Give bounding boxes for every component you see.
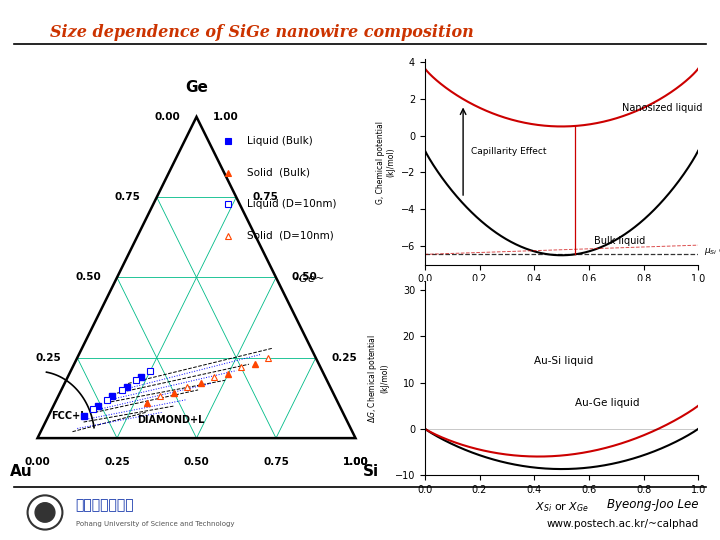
Text: Nanosized liquid: Nanosized liquid	[622, 103, 702, 113]
Text: FCC+L: FCC+L	[52, 411, 87, 421]
Text: 0.50: 0.50	[292, 273, 318, 282]
Text: Capillarity Effect: Capillarity Effect	[472, 147, 546, 156]
Text: Byeong-Joo Lee: Byeong-Joo Lee	[607, 498, 698, 511]
Text: 0.75: 0.75	[263, 457, 289, 467]
Text: 1.00: 1.00	[343, 457, 369, 467]
Text: Au-Ge liquid: Au-Ge liquid	[575, 398, 640, 408]
Text: 0.25: 0.25	[104, 457, 130, 467]
Text: Liquid (Bulk): Liquid (Bulk)	[248, 136, 313, 146]
Y-axis label: $\Delta G$, Chemical potential
(kJ/mol): $\Delta G$, Chemical potential (kJ/mol)	[366, 334, 389, 422]
Text: Size dependence of SiGe nanowire composition: Size dependence of SiGe nanowire composi…	[50, 24, 474, 41]
Text: Si: Si	[364, 464, 379, 479]
Text: Au-Si liquid: Au-Si liquid	[534, 356, 593, 366]
Text: 1.00: 1.00	[212, 112, 238, 122]
Text: 0.00: 0.00	[24, 457, 50, 467]
X-axis label: $X_{Si}$ or $X_{Ge}$: $X_{Si}$ or $X_{Ge}$	[534, 290, 589, 303]
Text: 포항공과대학교: 포항공과대학교	[76, 498, 134, 512]
Text: 0.50: 0.50	[76, 273, 101, 282]
Text: Solid  (Bulk): Solid (Bulk)	[248, 168, 310, 178]
Text: Pohang University of Science and Technology: Pohang University of Science and Technol…	[76, 521, 234, 527]
Text: Ge: Ge	[185, 79, 208, 94]
Text: 0.75: 0.75	[115, 192, 141, 202]
Text: 0.25: 0.25	[35, 353, 61, 363]
Text: Au: Au	[10, 464, 33, 479]
Y-axis label: G, Chemical potential
(kJ/mol): G, Chemical potential (kJ/mol)	[376, 120, 395, 204]
Text: 0.75: 0.75	[252, 192, 278, 202]
X-axis label: $X_{Si}$ or $X_{Ge}$: $X_{Si}$ or $X_{Ge}$	[534, 501, 589, 514]
Text: $\star$Ge~: $\star$Ge~	[292, 272, 325, 284]
Text: Liquid (D=10nm): Liquid (D=10nm)	[248, 199, 337, 210]
Text: Solid  (D=10nm): Solid (D=10nm)	[248, 231, 334, 241]
Text: 0.00: 0.00	[155, 112, 181, 122]
Circle shape	[35, 503, 55, 522]
Text: $\mu_{Si}$ or $\mu_{Ge}$: $\mu_{Si}$ or $\mu_{Ge}$	[704, 245, 720, 256]
Text: DIAMOND+L: DIAMOND+L	[138, 415, 204, 424]
Text: Bulk liquid: Bulk liquid	[595, 236, 646, 246]
Text: 0.25: 0.25	[332, 353, 357, 363]
Text: 1.00: 1.00	[343, 457, 369, 467]
Text: 0.50: 0.50	[184, 457, 210, 467]
Text: www.postech.ac.kr/~calphad: www.postech.ac.kr/~calphad	[546, 519, 698, 529]
